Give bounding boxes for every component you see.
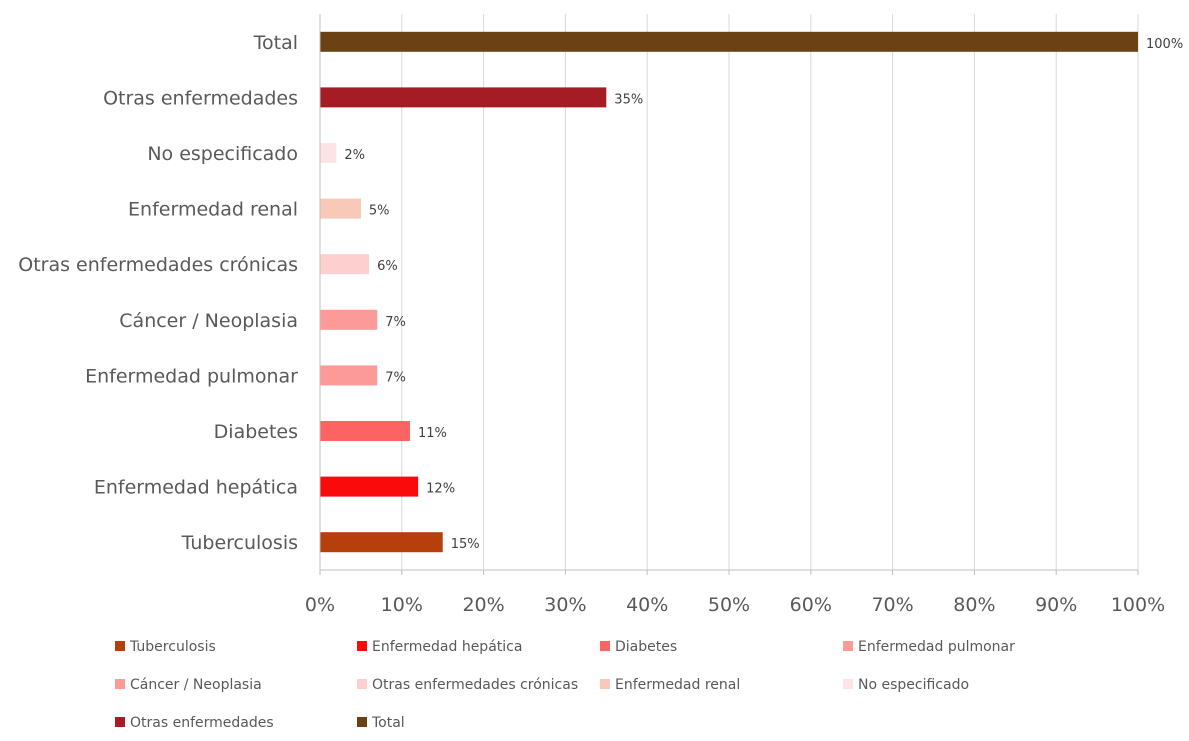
legend: Tuberculosis Enfermedad hepática Diabetes E… [115, 639, 1015, 731]
category-label: Otras enfermedades crónicas [18, 254, 298, 276]
category-label: Total [253, 32, 298, 54]
data-label: 5% [369, 204, 390, 219]
legend-swatch [843, 641, 853, 651]
category-label: Diabetes [214, 421, 298, 443]
category-label: Cáncer / Neoplasia [119, 310, 298, 332]
legend-swatch [115, 679, 125, 689]
legend-swatch [843, 679, 853, 689]
data-label: 6% [377, 259, 398, 274]
bar [320, 87, 607, 108]
legend-swatch [357, 717, 367, 727]
category-label: Otras enfermedades [103, 87, 298, 109]
category-label: Tuberculosis [181, 532, 298, 554]
x-tick-label: 100% [1111, 594, 1165, 616]
bar [320, 254, 370, 275]
bar [320, 31, 1138, 52]
data-label: 12% [426, 482, 455, 497]
category-label: No especificado [147, 143, 298, 165]
data-label: 2% [344, 148, 365, 163]
legend-label: No especificado [858, 677, 969, 693]
x-tick-label: 80% [953, 594, 995, 616]
bar [320, 309, 378, 330]
legend-swatch [600, 641, 610, 651]
x-tick-label: 10% [381, 594, 423, 616]
axes: 0% 10% 20% 30% 40% 50% 60% 70% 80% 90% 100% [305, 14, 1165, 616]
legend-label: Otras enfermedades crónicas [372, 677, 578, 693]
legend-swatch [600, 679, 610, 689]
bar [320, 143, 337, 163]
labels: Total 100% Otras enfermedades 35% No especif… [18, 32, 1183, 554]
legend-swatch [357, 679, 367, 689]
data-label: 7% [385, 370, 406, 385]
x-tick-label: 60% [790, 594, 832, 616]
bars [320, 31, 1138, 553]
x-tick-label: 50% [708, 594, 750, 616]
legend-label: Diabetes [615, 639, 677, 655]
x-tick-label: 90% [1035, 594, 1077, 616]
x-tick-label: 30% [544, 594, 586, 616]
legend-swatch [115, 641, 125, 651]
bar [320, 532, 443, 553]
x-tick-label: 20% [462, 594, 504, 616]
x-tick-label: 0% [305, 594, 335, 616]
bar [320, 365, 378, 386]
legend-swatch [115, 717, 125, 727]
category-label: Enfermedad renal [128, 199, 298, 221]
legend-swatch [357, 641, 367, 651]
category-label: Enfermedad hepática [94, 477, 298, 499]
data-label: 11% [418, 426, 447, 441]
legend-label: Enfermedad renal [615, 677, 740, 693]
legend-label: Enfermedad pulmonar [858, 639, 1015, 655]
legend-label: Tuberculosis [129, 639, 216, 655]
bar [320, 198, 361, 219]
legend-label: Total [371, 715, 405, 731]
data-label: 7% [385, 315, 406, 330]
category-label: Enfermedad pulmonar [85, 365, 298, 387]
legend-label: Otras enfermedades [130, 715, 274, 731]
legend-label: Cáncer / Neoplasia [130, 677, 262, 693]
data-label: 15% [451, 537, 480, 552]
bar [320, 421, 410, 441]
x-tick-label: 70% [871, 594, 913, 616]
legend-label: Enfermedad hepática [372, 639, 522, 655]
x-tick-label: 40% [626, 594, 668, 616]
bar [320, 476, 419, 497]
data-label: 35% [614, 92, 643, 107]
data-label: 100% [1146, 37, 1183, 52]
